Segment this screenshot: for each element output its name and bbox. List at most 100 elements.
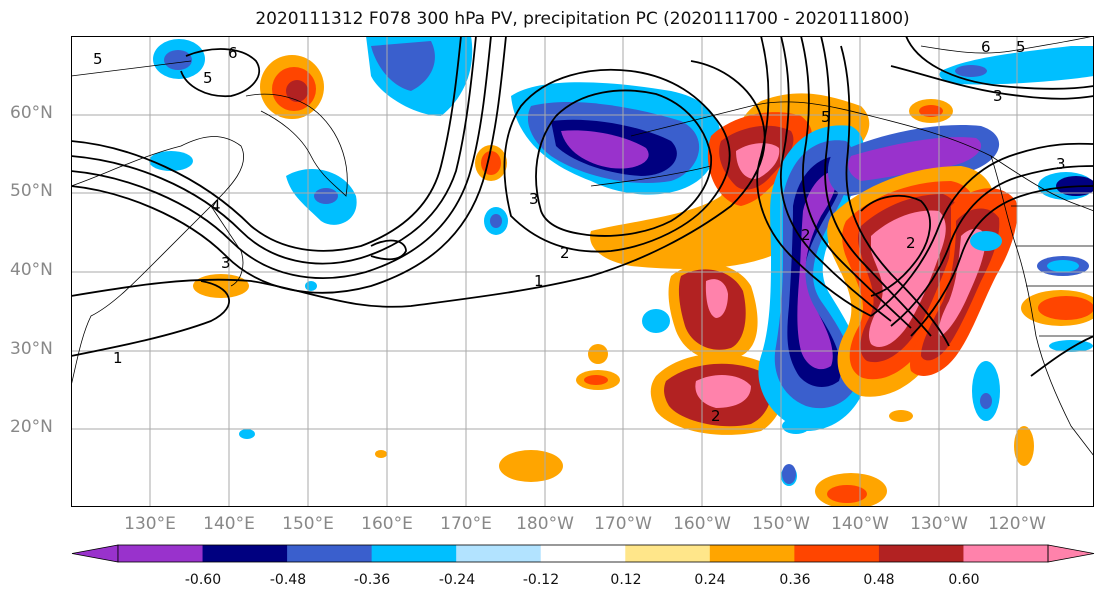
colorbar-cell [118,545,204,562]
pv-contour [779,36,892,322]
pv-label: 2 [560,244,570,262]
pv-contour [890,165,1094,327]
pv-contour [71,36,492,279]
pv-contour [1030,335,1094,377]
colorbar-cells [71,544,1095,563]
positive-anomaly-area [919,105,943,117]
pv-label: 3 [993,87,1003,105]
positive-anomaly-area [375,450,387,458]
positive-anomaly-area [736,143,780,179]
colorbar-tick-label: 0.48 [863,572,895,588]
negative-anomaly-area [490,214,502,228]
colorbar-tick-label: -0.24 [438,572,476,588]
positive-anomaly-area [827,485,867,503]
lat-label-50n: 50°N [10,181,53,201]
negative-anomaly-area [561,130,649,169]
pv-contour [800,36,912,329]
pv-label: 3 [529,190,539,208]
colorbar-cell [540,545,626,562]
colorbar-cell [794,545,880,562]
negative-anomaly-area [970,231,1002,251]
pv-label: 5 [821,108,831,126]
pv-label: 2 [711,407,721,425]
colorbar-tick-label: -0.48 [269,572,307,588]
positive-anomaly-area [889,410,913,422]
negative-anomaly-area [314,188,338,204]
pv-label: 2 [801,226,811,244]
pv-label: 3 [221,254,231,272]
positive-anomaly-area [584,375,608,385]
pv-contour [503,68,731,253]
pv-contour [870,142,1094,317]
pv-contour [71,36,477,265]
pv-contour [535,89,712,237]
positive-anomaly-area [1014,426,1034,466]
pv-label: 1 [113,349,123,367]
pv-contour [890,65,1094,100]
negative-anomaly-area [164,50,192,70]
lon-label-150e: 150°E [282,514,334,534]
colorbar-tick-label: 0.36 [779,572,811,588]
pv-contour [180,48,261,98]
lon-label-160w: 160°W [673,514,731,534]
negative-anomaly-area [782,418,810,434]
colorbar-cell [878,545,964,562]
pv-contour [71,60,766,308]
negative-anomaly-area [149,151,193,171]
lon-label-160e: 160°E [361,514,413,534]
colorbar-cell [371,545,457,562]
pv-label: 4 [211,197,221,215]
pv-contours [71,36,1094,377]
lon-label-170w: 170°W [594,514,652,534]
lon-label-150w: 150°W [752,514,810,534]
positive-anomaly-area [938,228,986,336]
lon-label-140w: 140°W [831,514,889,534]
negative-anomaly-area [782,464,796,484]
pv-contour [756,36,872,317]
graticule [71,36,1094,507]
negative-anomaly-area [972,361,1000,421]
lat-label-60n: 60°N [10,103,53,123]
pv-label: 5 [93,50,103,68]
negative-anomaly-area [955,65,987,77]
pv-label: 5 [1016,38,1026,56]
negative-anomaly-area [848,137,982,181]
pv-contour [910,185,1094,337]
pv-label: 6 [228,44,238,62]
lat-label-40n: 40°N [10,260,53,280]
colorbar-cell [287,545,373,562]
colorbar-cell [456,545,542,562]
positive-anomaly-area [193,274,249,298]
map-panel: 5 6 5 4 3 2 1 1 2 3 5 6 5 2 2 3 3 [71,36,1094,507]
lon-label-130w: 130°W [910,514,968,534]
positive-anomaly-area [868,210,946,348]
negative-anomaly-area [239,429,255,439]
pv-label: 3 [1056,155,1066,173]
coastline-north-east [920,36,1094,54]
colorbar [71,544,1095,563]
positive-anomaly-area [1038,296,1094,320]
pv-label: 5 [203,69,213,87]
pv-contour [71,36,462,252]
negative-anomaly-area [797,171,837,370]
pv-contour [71,280,230,357]
positive-anomaly-area [499,450,563,482]
positive-anomaly-area [705,279,728,318]
negative-anomaly-area [980,393,992,409]
precip-shading [149,36,1094,507]
lon-label-130e: 130°E [124,514,176,534]
colorbar-tick-label: 0.12 [610,572,642,588]
pv-label: 2 [906,234,916,252]
colorbar-cell [625,545,711,562]
positive-anomaly-area [481,151,501,175]
colorbar-cell [963,545,1049,562]
pv-contour [860,194,931,297]
colorbar-tick-label: 0.24 [694,572,726,588]
pv-contour-labels: 5 6 5 4 3 2 1 1 2 3 5 6 5 2 2 3 3 [93,38,1066,425]
colorbar-tick-label: 0.60 [948,572,980,588]
coastline-kamchatka [245,93,348,197]
pv-label: 1 [534,272,544,290]
colorbar-cell [202,545,288,562]
negative-anomaly-area [642,309,670,333]
negative-anomaly-area [1047,260,1079,272]
